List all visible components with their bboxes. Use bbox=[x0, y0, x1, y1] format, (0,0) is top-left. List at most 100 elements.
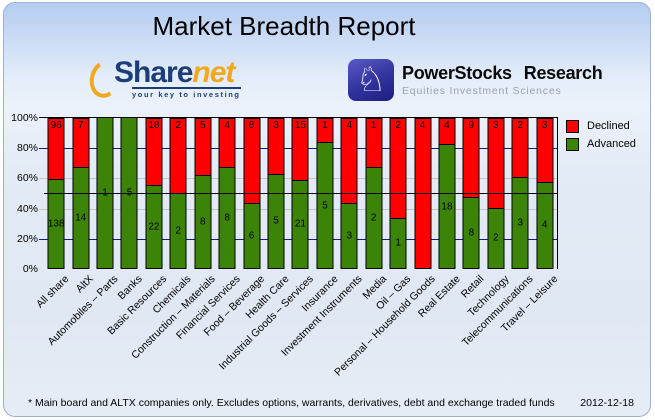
bar-segment-advanced: 18 bbox=[438, 145, 456, 269]
bar-value-label: 96 bbox=[50, 120, 62, 132]
bar-segment-advanced: 8 bbox=[462, 197, 480, 269]
y-tick-label: 40% bbox=[16, 202, 38, 215]
bar-segment-advanced: 3 bbox=[511, 178, 529, 269]
footer-note: * Main board and ALTX companies only. Ex… bbox=[28, 397, 555, 409]
bar-value-label: 1 bbox=[370, 120, 377, 132]
bar-value-label: 4 bbox=[444, 120, 450, 132]
legend-label: Declined bbox=[587, 120, 630, 132]
y-tick-label: 60% bbox=[16, 172, 38, 185]
bar-value-label: 7 bbox=[77, 120, 84, 132]
bar-segment-advanced: 22 bbox=[145, 185, 163, 269]
y-tick-label: 0% bbox=[22, 263, 38, 275]
bar-segment-advanced: 21 bbox=[291, 180, 309, 269]
bar: 96 138 bbox=[47, 118, 65, 269]
bar: 15 21 bbox=[291, 118, 309, 269]
bar-value-label: 6 bbox=[248, 230, 255, 242]
y-tick-label: 100% bbox=[11, 112, 38, 124]
bar-value-label: 8 bbox=[248, 120, 255, 132]
bar-segment-advanced: 3 bbox=[340, 204, 358, 269]
advanced-swatch-icon bbox=[566, 137, 579, 151]
bar-segment-declined: 8 bbox=[243, 118, 261, 205]
sharenet-wordmark: Sharenet bbox=[114, 56, 235, 89]
bar-segment-declined: 3 bbox=[487, 118, 505, 209]
bar-value-label: 3 bbox=[541, 120, 548, 132]
bar-segment-advanced: 2 bbox=[487, 208, 505, 269]
powerstocks-subtitle: Equities Investment Sciences bbox=[402, 85, 562, 97]
bar-value-label: 8 bbox=[224, 212, 230, 224]
fifty-percent-line bbox=[44, 193, 557, 194]
bar-value-label: 14 bbox=[75, 212, 87, 224]
sharenet-tagline: your key to investing bbox=[132, 87, 241, 99]
bar-value-label: 3 bbox=[493, 120, 499, 132]
legend-item-advanced: Advanced bbox=[566, 137, 636, 151]
footer: * Main board and ALTX companies only. Ex… bbox=[28, 397, 634, 409]
bar: 18 22 bbox=[145, 118, 163, 269]
bar-segment-declined: 15 bbox=[291, 118, 309, 181]
bar-value-label: 2 bbox=[517, 120, 523, 132]
plot-right-border bbox=[557, 118, 558, 269]
bar-value-label: 4 bbox=[346, 120, 353, 132]
bar-value-label: 21 bbox=[294, 218, 306, 230]
bar-value-label: 3 bbox=[346, 230, 353, 242]
bar-value-label: 22 bbox=[148, 221, 160, 233]
bar-segment-declined: 18 bbox=[145, 118, 163, 186]
bar-segment-declined: 3 bbox=[267, 118, 285, 175]
bar-segment-advanced: 5 bbox=[267, 174, 285, 269]
bar-segment-declined: 2 bbox=[389, 118, 407, 219]
bar-segment-advanced: 2 bbox=[365, 168, 383, 269]
bar-segment-declined: 5 bbox=[194, 118, 212, 177]
powerstocks-title: PowerStocks Research bbox=[402, 63, 603, 83]
bar-segment-advanced: 4 bbox=[536, 182, 554, 269]
bar-segment-declined: 1 bbox=[316, 118, 334, 144]
bar-value-label: 8 bbox=[468, 227, 475, 239]
bar-segment-advanced: 1 bbox=[389, 218, 407, 269]
powerstocks-logo: ♘ PowerStocks Research Equities Investmen… bbox=[348, 59, 603, 101]
bar-segment-advanced: 6 bbox=[243, 204, 261, 269]
bar-segment-advanced: 2 bbox=[169, 193, 187, 269]
plot-area: 9613871415182222584886351521154312214418… bbox=[39, 117, 558, 269]
bar-value-label: 4 bbox=[541, 219, 548, 231]
logo-row: Sharenet your key to investing ♘ PowerSt… bbox=[4, 56, 650, 109]
y-tick-label: 80% bbox=[16, 142, 38, 155]
bar-value-label: 3 bbox=[517, 217, 523, 229]
declined-swatch-icon bbox=[566, 119, 579, 133]
bar-slot: 15 21 bbox=[288, 118, 312, 269]
legend-label: Advanced bbox=[587, 138, 636, 150]
chess-knight-icon: ♘ bbox=[355, 60, 387, 100]
page-title: Market Breadth Report bbox=[152, 11, 416, 41]
legend-item-declined: Declined bbox=[566, 119, 636, 133]
bar-value-label: 1 bbox=[322, 120, 328, 132]
bar-slot: 18 22 bbox=[142, 118, 166, 269]
powerstocks-badge: ♘ bbox=[348, 59, 394, 101]
bar-segment-declined: 4 bbox=[218, 118, 236, 169]
bar-value-label: 5 bbox=[322, 200, 328, 212]
bar: 4 18 bbox=[438, 118, 456, 269]
bar-segment-declined: 1 bbox=[365, 118, 383, 169]
plot-top-border bbox=[39, 117, 558, 118]
bar-value-label: 2 bbox=[370, 212, 377, 224]
bar-segment-advanced: 138 bbox=[47, 179, 65, 269]
bar-value-label: 18 bbox=[148, 120, 160, 132]
bar-slot: 4 18 bbox=[435, 118, 459, 269]
y-tick-label: 20% bbox=[16, 232, 38, 245]
bar-value-label: 5 bbox=[199, 120, 206, 132]
bar-value-label: 2 bbox=[395, 120, 401, 132]
